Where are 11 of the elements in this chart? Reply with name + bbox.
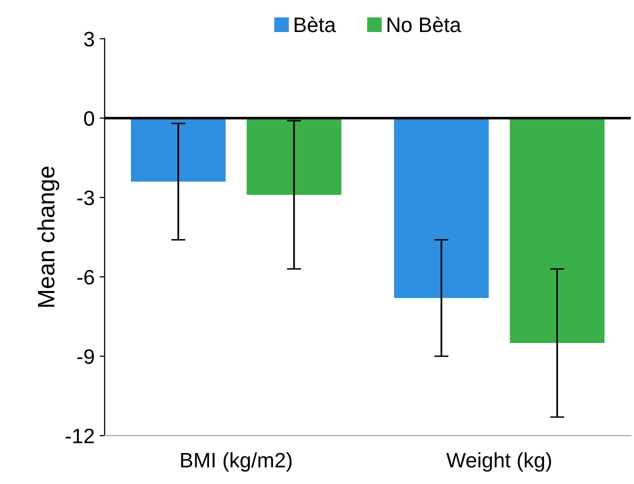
y-tick-label: -12 [66, 428, 94, 444]
y-tick-label: 0 [84, 111, 94, 126]
x-tick-label: Weight (kg) [446, 452, 552, 472]
y-axis-title: Mean change [37, 166, 60, 307]
y-tick-label: 3 [84, 32, 94, 46]
legend-label: Bèta [294, 16, 336, 32]
y-tick-label: -6 [77, 270, 94, 285]
legend-label: No Bèta [388, 16, 462, 32]
y-tick-label: -9 [77, 349, 94, 364]
x-tick-label: BMI (kg/m2) [181, 452, 292, 472]
y-tick-label: -3 [77, 190, 94, 206]
